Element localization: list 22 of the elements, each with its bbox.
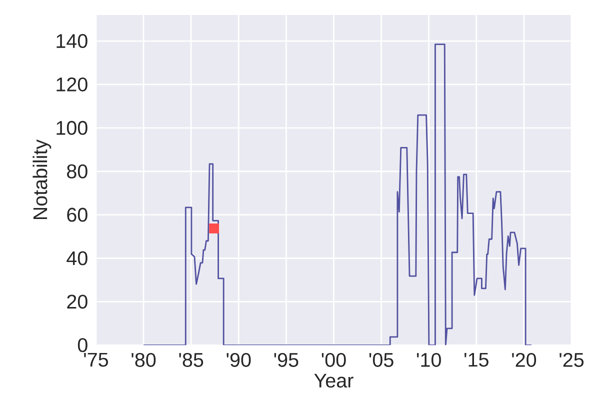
y-tick-label: 140 (56, 34, 88, 48)
y-tick-label: 40 (66, 251, 88, 266)
y-tick-label: 80 (67, 164, 88, 178)
y-axis-title: Notability (32, 140, 52, 220)
x-tick-label: '25 (560, 352, 584, 367)
y-tick-label: 0 (78, 338, 88, 352)
x-tick-label: '05 (369, 352, 394, 367)
x-tick-label: '80 (132, 352, 156, 367)
x-tick-label: '90 (226, 352, 251, 367)
y-tick-label: 100 (56, 120, 88, 135)
x-tick-label: '85 (179, 352, 204, 367)
y-tick-label: 20 (67, 294, 88, 309)
x-tick-label: '95 (274, 352, 298, 367)
y-tick-label: 60 (67, 208, 88, 222)
x-tick-label: '00 (322, 352, 346, 367)
x-tick-label: '10 (416, 352, 441, 367)
x-axis-title: Year (314, 374, 354, 388)
line-series (142, 44, 532, 346)
x-tick-label: '75 (84, 352, 108, 367)
x-tick-label: '20 (512, 352, 536, 367)
x-tick-label: '15 (464, 352, 488, 367)
y-tick-label: 120 (56, 77, 88, 92)
